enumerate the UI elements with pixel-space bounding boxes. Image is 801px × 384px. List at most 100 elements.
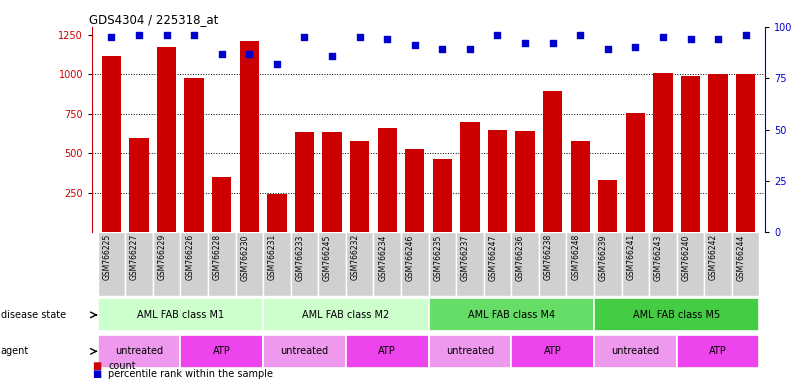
Text: disease state: disease state [1, 310, 66, 320]
Bar [429, 335, 511, 368]
Bar [350, 141, 369, 232]
Point [160, 32, 173, 38]
Point [380, 36, 393, 42]
Point [491, 32, 504, 38]
Point [629, 44, 642, 50]
Text: GSM766238: GSM766238 [544, 234, 553, 280]
Bar [570, 141, 590, 232]
Point [546, 40, 559, 46]
Bar [511, 232, 539, 296]
Bar [239, 41, 259, 232]
Text: GSM766245: GSM766245 [323, 234, 332, 281]
Text: ATP: ATP [213, 346, 231, 356]
Bar [677, 232, 704, 296]
Bar [263, 232, 291, 296]
Bar [98, 335, 180, 368]
Bar [461, 122, 480, 232]
Text: GSM766246: GSM766246 [406, 234, 415, 281]
Bar [649, 232, 677, 296]
Bar [263, 298, 429, 331]
Text: GSM766232: GSM766232 [351, 234, 360, 280]
Bar [157, 46, 176, 232]
Text: GSM766227: GSM766227 [130, 234, 139, 280]
Bar [184, 78, 203, 232]
Point [464, 46, 477, 53]
Bar [153, 232, 180, 296]
Point [105, 34, 118, 40]
Bar [626, 113, 645, 232]
Bar [98, 298, 263, 331]
Bar [539, 232, 566, 296]
Text: GSM766230: GSM766230 [240, 234, 249, 281]
Point [353, 34, 366, 40]
Text: GSM766229: GSM766229 [158, 234, 167, 280]
Bar [346, 335, 429, 368]
Text: GSM766237: GSM766237 [461, 234, 470, 281]
Bar [235, 232, 263, 296]
Point [602, 46, 614, 53]
Bar [736, 74, 755, 232]
Point [657, 34, 670, 40]
Text: GSM766247: GSM766247 [489, 234, 497, 281]
Bar [681, 76, 700, 232]
Point [215, 51, 228, 57]
Text: GSM766226: GSM766226 [185, 234, 194, 280]
Text: GSM766248: GSM766248 [571, 234, 580, 280]
Bar [594, 298, 759, 331]
Text: untreated: untreated [115, 346, 163, 356]
Bar [295, 132, 314, 232]
Bar [180, 335, 263, 368]
Point [243, 51, 256, 57]
Bar [543, 91, 562, 232]
Bar [263, 335, 346, 368]
Text: GSM766236: GSM766236 [516, 234, 525, 281]
Bar [488, 131, 507, 232]
Point [133, 32, 146, 38]
Point [684, 36, 697, 42]
Bar [373, 232, 401, 296]
Bar [318, 232, 346, 296]
Text: AML FAB class M4: AML FAB class M4 [468, 310, 555, 320]
Text: ATP: ATP [378, 346, 396, 356]
Text: GSM766225: GSM766225 [103, 234, 111, 280]
Bar [708, 74, 728, 232]
Bar [484, 232, 511, 296]
Point [187, 32, 200, 38]
Text: GSM766239: GSM766239 [599, 234, 608, 281]
Bar [511, 335, 594, 368]
Bar [677, 335, 759, 368]
Bar [594, 335, 677, 368]
Text: untreated: untreated [446, 346, 494, 356]
Bar [598, 180, 618, 232]
Point [711, 36, 724, 42]
Text: GSM766242: GSM766242 [709, 234, 718, 280]
Bar [377, 128, 396, 232]
Point [271, 61, 284, 67]
Text: GSM766231: GSM766231 [268, 234, 277, 280]
Bar [129, 137, 149, 232]
Bar [622, 232, 649, 296]
Bar [594, 232, 622, 296]
Text: count: count [108, 361, 135, 371]
Point [574, 32, 586, 38]
Text: GSM766241: GSM766241 [626, 234, 635, 280]
Text: GSM766244: GSM766244 [737, 234, 746, 281]
Text: AML FAB class M1: AML FAB class M1 [137, 310, 224, 320]
Text: untreated: untreated [280, 346, 328, 356]
Point [518, 40, 531, 46]
Bar [322, 132, 342, 232]
Text: GSM766228: GSM766228 [213, 234, 222, 280]
Bar [268, 194, 287, 232]
Text: GSM766235: GSM766235 [433, 234, 442, 281]
Text: GSM766240: GSM766240 [682, 234, 690, 281]
Text: GSM766234: GSM766234 [378, 234, 387, 281]
Bar [654, 73, 673, 232]
Bar [125, 232, 153, 296]
Bar [401, 232, 429, 296]
Point [436, 46, 449, 53]
Point [739, 32, 752, 38]
Bar [515, 131, 535, 232]
Text: ■: ■ [92, 369, 102, 379]
Point [409, 42, 421, 48]
Bar [433, 159, 452, 232]
